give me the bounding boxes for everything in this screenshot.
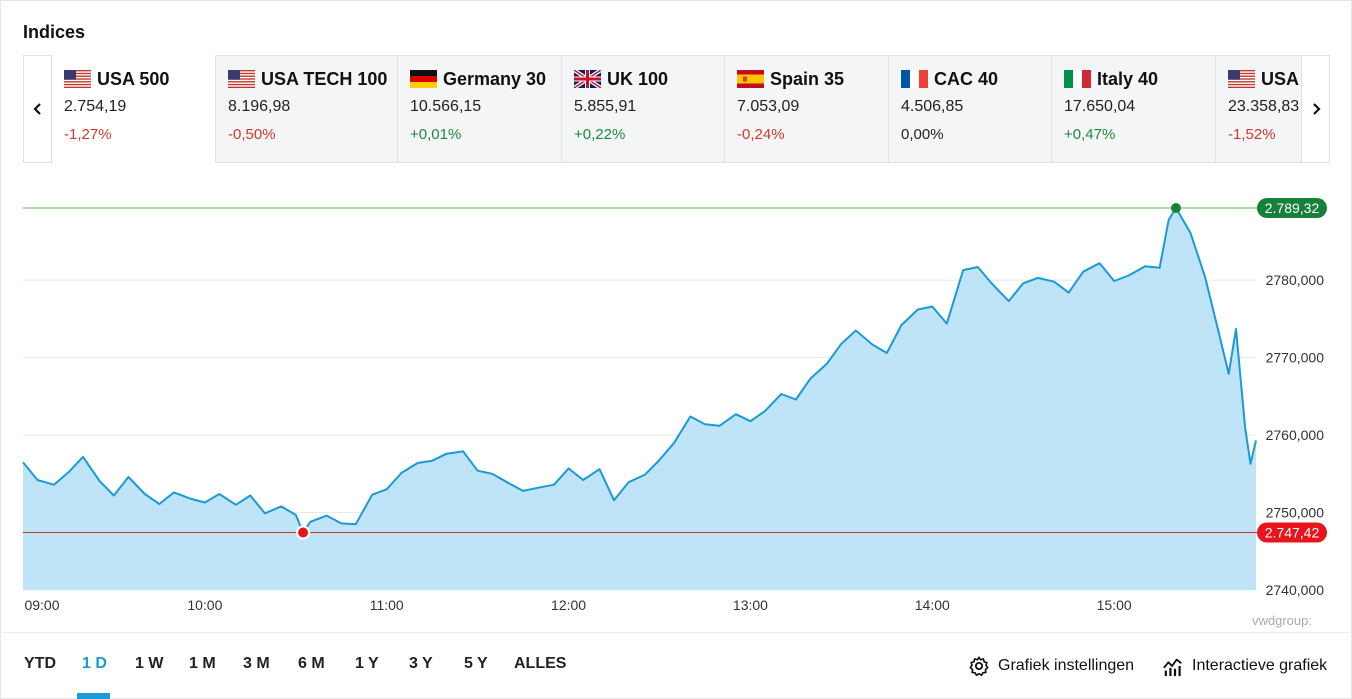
y-tick-label: 2750,000 xyxy=(1266,505,1325,521)
chart-settings-button[interactable]: Grafiek instellingen xyxy=(968,655,1134,677)
ticker-name: CAC 40 xyxy=(934,68,999,89)
ticker-change: 0,00% xyxy=(901,126,944,143)
ticker-tile[interactable]: Germany 30 10.566,15 +0,01% xyxy=(398,55,562,163)
interactive-chart-button[interactable]: Interactieve grafiek xyxy=(1162,655,1327,677)
ticker-name: USA 500 xyxy=(97,68,170,89)
price-area xyxy=(23,208,1256,590)
x-tick-label: 09:00 xyxy=(24,597,59,613)
ticker-carousel: USA 500 2.754,19 -1,27% USA TECH 100 8.1… xyxy=(23,55,1330,163)
range-ytd-button[interactable]: YTD xyxy=(24,655,56,672)
chart-toolbar: YTD 1 D 1 W 1 M 3 M 6 M 1 Y 3 Y 5 Y ALLE… xyxy=(0,632,1352,699)
ticker-name: Italy 40 xyxy=(1097,68,1159,89)
ticker-tile[interactable]: USA 500 2.754,19 -1,27% xyxy=(52,55,216,163)
y-tick-label: 2770,000 xyxy=(1266,350,1325,366)
x-tick-label: 10:00 xyxy=(187,597,222,613)
ticker-change: +0,22% xyxy=(574,126,626,143)
source-label: vwdgroup: xyxy=(1252,613,1312,628)
ticker-value: 17.650,04 xyxy=(1064,98,1136,115)
us-flag-icon xyxy=(228,70,255,88)
high-marker xyxy=(1170,203,1181,214)
x-tick-label: 14:00 xyxy=(915,597,950,613)
uk-flag-icon xyxy=(572,68,603,90)
ticker-name: Germany 30 xyxy=(443,68,547,89)
ticker-name: USA TECH 100 xyxy=(261,68,388,89)
x-tick-label: 12:00 xyxy=(551,597,586,613)
ticker-change: +0,01% xyxy=(410,126,462,143)
ticker-tile[interactable]: USA 30 23.358,83 -1,52% xyxy=(1216,55,1301,163)
high-badge-label: 2.789,32 xyxy=(1265,200,1320,216)
ticker-change: -1,27% xyxy=(64,126,112,143)
price-chart[interactable]: 2780,000 2770,000 2760,000 2750,000 2740,000… xyxy=(0,195,1352,635)
ticker-tile[interactable]: USA TECH 100 8.196,98 -0,50% xyxy=(216,55,398,163)
ticker-tile[interactable]: Italy 40 17.650,04 +0,47% xyxy=(1052,55,1216,163)
de-flag-icon xyxy=(410,70,437,88)
low-badge-label: 2.747,42 xyxy=(1265,525,1320,541)
ticker-list: USA 500 2.754,19 -1,27% USA TECH 100 8.1… xyxy=(52,55,1301,163)
y-tick-label: 2760,000 xyxy=(1266,427,1325,443)
range-1y-button[interactable]: 1 Y xyxy=(355,655,379,672)
ticker-tile[interactable]: CAC 40 4.506,85 0,00% xyxy=(889,55,1052,163)
range-3y-button[interactable]: 3 Y xyxy=(409,655,433,672)
y-tick-label: 2740,000 xyxy=(1266,582,1325,598)
ticker-name: USA 30 xyxy=(1261,68,1301,89)
ticker-value: 8.196,98 xyxy=(228,98,291,115)
es-flag-icon xyxy=(737,70,764,88)
range-all-button[interactable]: ALLES xyxy=(514,655,567,672)
carousel-next-button[interactable] xyxy=(1301,55,1330,163)
it-flag-icon xyxy=(1064,70,1091,88)
x-tick-label: 11:00 xyxy=(370,597,404,613)
x-tick-label: 13:00 xyxy=(733,597,768,613)
x-tick-label: 15:00 xyxy=(1097,597,1132,613)
range-5y-button[interactable]: 5 Y xyxy=(464,655,488,672)
ticker-value: 7.053,09 xyxy=(737,98,800,115)
ticker-change: -0,50% xyxy=(228,126,276,143)
ticker-value: 4.506,85 xyxy=(901,98,964,115)
ticker-value: 23.358,83 xyxy=(1228,98,1300,115)
interactive-chart-label: Interactieve grafiek xyxy=(1192,657,1328,674)
carousel-prev-button[interactable] xyxy=(23,55,52,163)
range-3m-button[interactable]: 3 M xyxy=(243,655,270,672)
section-title: Indices xyxy=(23,22,86,42)
active-range-indicator xyxy=(77,693,110,699)
low-marker xyxy=(296,525,311,540)
us-flag-icon xyxy=(1228,70,1255,88)
gear-icon xyxy=(969,656,989,676)
ticker-value: 5.855,91 xyxy=(574,98,637,115)
range-1d-button[interactable]: 1 D xyxy=(82,655,107,672)
range-1w-button[interactable]: 1 W xyxy=(135,655,164,672)
ticker-tile[interactable]: UK 100 5.855,91 +0,22% xyxy=(562,55,725,163)
chevron-right-icon xyxy=(1312,103,1321,115)
chart-line-icon xyxy=(1163,658,1182,677)
ticker-change: -0,24% xyxy=(737,126,785,143)
us-flag-icon xyxy=(64,70,91,88)
low-badge xyxy=(1257,522,1327,543)
range-1m-button[interactable]: 1 M xyxy=(189,655,216,672)
ticker-value: 2.754,19 xyxy=(64,98,127,115)
fr-flag-icon xyxy=(901,70,928,88)
range-6m-button[interactable]: 6 M xyxy=(298,655,325,672)
ticker-name: UK 100 xyxy=(607,68,669,89)
price-line xyxy=(22,207,1257,534)
y-tick-label: 2780,000 xyxy=(1266,272,1325,288)
ticker-tile[interactable]: Spain 35 7.053,09 -0,24% xyxy=(725,55,889,163)
chevron-left-icon xyxy=(32,103,41,115)
chart-settings-label: Grafiek instellingen xyxy=(998,657,1135,674)
ticker-change: -1,52% xyxy=(1228,126,1276,143)
ticker-value: 10.566,15 xyxy=(410,98,482,115)
high-badge xyxy=(1257,198,1327,219)
ticker-name: Spain 35 xyxy=(770,68,845,89)
ticker-change: +0,47% xyxy=(1064,126,1116,143)
